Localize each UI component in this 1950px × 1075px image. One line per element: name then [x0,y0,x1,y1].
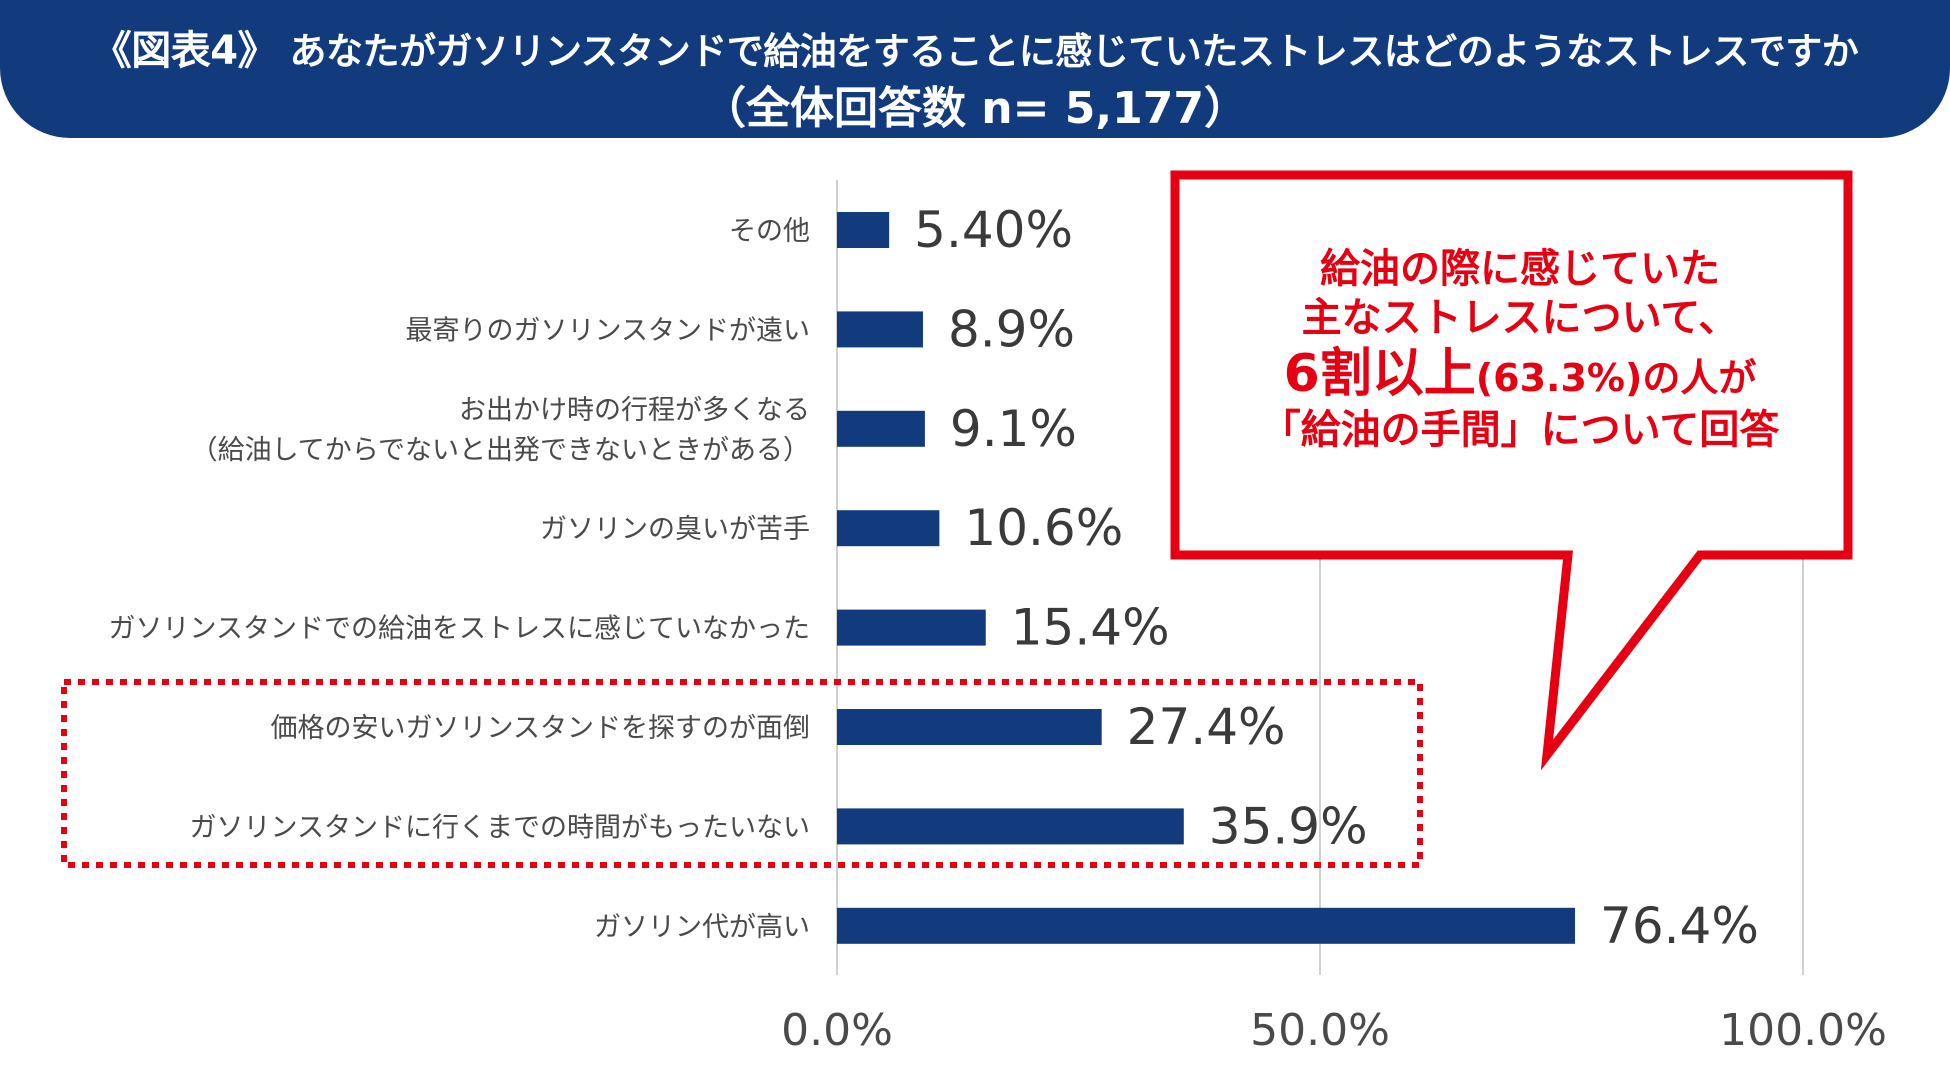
bar [837,510,940,547]
value-label: 27.4% [1127,698,1286,756]
callout-line-4: 「給油の手間」について回答 [1260,407,1780,454]
bar [837,907,1576,944]
category-label: その他 [729,216,810,247]
bar [837,709,1102,745]
callout-tail: の人が [1642,355,1757,400]
value-label: 9.1% [950,400,1077,458]
callout-line-3: 6割以上(63.3%)の人が [1190,343,1850,406]
callout-line-1: 給油の際に感じていた [1320,246,1720,292]
category-label: 価格の安いガソリンスタンドを探すのが面倒 [271,713,810,744]
chart-title: 《図表4》 あなたがガソリンスタンドで給油をすることに感じていたストレスはどのよ… [0,18,1950,76]
category-label: （給油してからでないと出発できないときがある） [191,435,810,466]
callout-line-2: 主なストレスについて、 [1301,294,1739,341]
bar [837,609,986,646]
value-label: 5.40% [914,201,1073,259]
value-label: 76.4% [1600,897,1759,955]
value-labels: 5.40% 8.9% 9.1% 10.6% 15.4% 27.4% 35.9% 76.4% [914,201,1759,955]
x-tick-label: 50.0% [1250,1005,1390,1056]
bar [837,311,923,348]
value-label: 15.4% [1011,599,1170,657]
question-text: あなたがガソリンスタンドで給油をすることに感じていたストレスはどのようなストレス… [289,30,1859,73]
bar [837,808,1184,845]
value-label: 8.9% [948,300,1075,358]
figure-label: 《図表4》 [91,28,278,74]
callout-big-text: 6割以上 [1283,343,1476,404]
value-label: 10.6% [964,499,1123,557]
bar [837,212,890,248]
callout-text: 給油の際に感じていた 主なストレスについて、 6割以上(63.3%)の人が 「給… [1190,245,1850,455]
callout-bubble [1170,170,1853,771]
category-label: お出かけ時の行程が多くなる [459,395,810,426]
highlight-dotted-box [61,679,1423,868]
category-label: ガソリンスタンドでの給油をストレスに感じていなかった [109,614,810,645]
callout-percent: (63.3%) [1475,355,1643,400]
chart-header: 《図表4》 あなたがガソリンスタンドで給油をすることに感じていたストレスはどのよ… [0,0,1950,138]
category-label: ガソリンの臭いが苦手 [540,514,810,545]
category-label: ガソリンスタンドに行くまでの時間がもったいない [190,812,810,843]
category-label: 最寄りのガソリンスタンドが遠い [406,315,810,346]
x-tick-label: 0.0% [781,1005,893,1056]
value-label: 35.9% [1209,797,1368,855]
chart-subtitle: （全体回答数 n= 5,177） [701,83,1248,134]
x-tick-labels: 0.0% 50.0% 100.0% [781,1005,1887,1056]
bars [837,212,1576,944]
bar [837,410,925,447]
x-tick-label: 100.0% [1719,1005,1887,1056]
category-label: ガソリン代が高い [594,912,810,943]
